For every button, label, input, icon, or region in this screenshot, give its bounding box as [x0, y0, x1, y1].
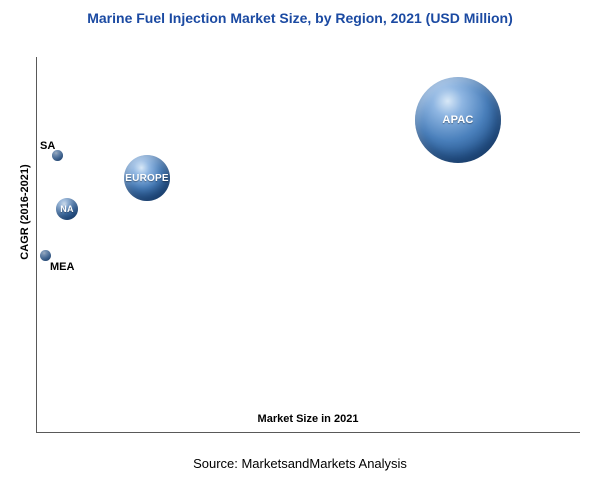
chart-title: Marine Fuel Injection Market Size, by Re… [87, 10, 513, 26]
bubble-na: NA [56, 198, 78, 220]
bubble-label-europe: EUROPE [125, 172, 169, 184]
x-axis-line [36, 432, 580, 433]
bubble-mea [39, 249, 51, 261]
point-label-mea: MEA [50, 261, 75, 273]
source-note: Source: MarketsandMarkets Analysis [193, 456, 407, 471]
bubble-apac: APAC [415, 77, 501, 163]
bubble-sa [51, 149, 63, 161]
bubble-label-apac: APAC [442, 114, 474, 126]
bubble-europe: EUROPE [124, 155, 170, 201]
x-axis-title: Market Size in 2021 [257, 413, 359, 425]
point-label-sa: SA [40, 140, 56, 152]
y-axis-line [36, 57, 37, 432]
y-axis-title: CAGR (2016-2021) [19, 164, 31, 260]
bubble-label-na: NA [60, 204, 74, 214]
